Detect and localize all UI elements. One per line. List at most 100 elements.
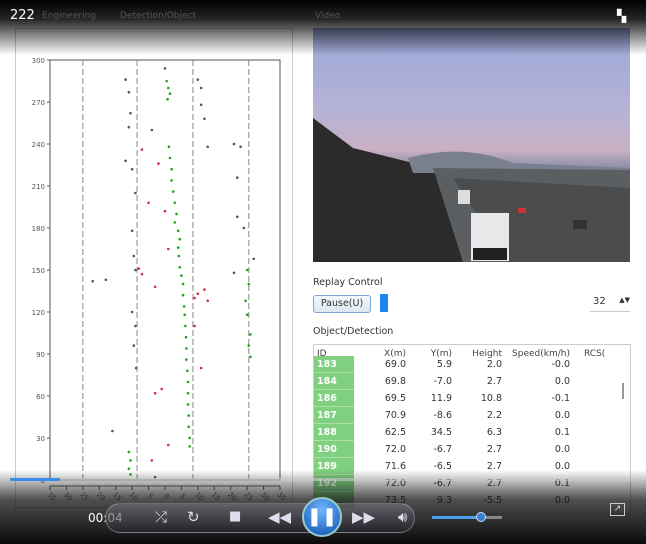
spin-arrows-icon[interactable]: ▲▼ (619, 296, 630, 304)
data-point-track (182, 305, 186, 308)
repeat-icon[interactable]: ↻ (187, 508, 200, 526)
cell: 186 (314, 390, 354, 407)
data-point-track (249, 333, 252, 336)
data-point-track (173, 221, 177, 224)
data-point-static (235, 215, 239, 219)
next-button[interactable]: ▶▶ (352, 508, 376, 526)
cell: 11.9 (430, 393, 452, 404)
data-point-static (134, 324, 137, 328)
cell: -7.0 (433, 376, 452, 387)
data-point-track (247, 282, 251, 286)
data-point-track (129, 459, 132, 462)
seek-bar[interactable] (10, 478, 636, 481)
col-y[interactable]: Y(m) (430, 349, 452, 359)
data-point-track (175, 212, 178, 216)
stop-button[interactable]: ■ (229, 509, 242, 524)
data-point-red (140, 272, 144, 276)
cell: -0.0 (551, 359, 570, 370)
cell: 70.9 (384, 410, 406, 421)
cell: 188 (314, 424, 354, 441)
data-point-track (245, 268, 249, 272)
data-point-static (124, 159, 127, 163)
data-point-static (232, 142, 236, 146)
cell: 69.0 (384, 359, 406, 370)
cell: 2.2 (486, 410, 502, 421)
frame-counter: 222 (10, 8, 35, 23)
video-title: Video (315, 11, 341, 21)
y-tick-label: 30 (36, 435, 45, 443)
plot-area (49, 59, 281, 481)
col-rcs[interactable]: RCS( (584, 349, 606, 359)
data-point-track (183, 313, 187, 317)
fullscreen-icon[interactable]: ↗ (610, 503, 625, 516)
data-point-red (153, 285, 157, 289)
data-point-track (184, 324, 187, 328)
col-speed[interactable]: Speed(km/h) (512, 349, 570, 359)
speed-spinbox[interactable]: 32 ▲▼ (590, 296, 630, 312)
tab-detection-object[interactable]: Detection/Object (120, 11, 197, 21)
data-point-red (193, 296, 196, 300)
table-row[interactable]: 183 69.0 5.9 2.0 -0.0 (314, 356, 630, 373)
data-point-track (168, 92, 172, 95)
video-frame (313, 28, 630, 262)
data-point-track (186, 369, 189, 373)
data-point-track (184, 335, 188, 339)
data-point-track (173, 201, 177, 205)
data-point-track (177, 254, 181, 258)
data-point-static (203, 117, 206, 121)
play-pause-button[interactable]: ❚❚ (302, 497, 342, 537)
data-point-static (196, 78, 200, 81)
table-row[interactable]: 190 72.0 -6.7 2.7 0.0 (314, 441, 630, 458)
replay-progress-indicator[interactable] (380, 294, 388, 312)
cell: 2.7 (486, 461, 502, 472)
y-tick-label: 180 (32, 225, 45, 233)
data-point-static (127, 125, 131, 129)
table-scrollbar[interactable] (622, 383, 624, 399)
previous-button[interactable]: ◀◀ (268, 508, 292, 526)
switch-view-icon[interactable]: ▚ (617, 9, 627, 23)
table-row[interactable]: 187 70.9 -8.6 2.2 0.0 (314, 407, 630, 424)
data-point-red (157, 162, 160, 165)
radar-scatter-chart: 0306090120150180210240270300353025201510… (32, 57, 288, 503)
controls-pill (105, 503, 415, 533)
data-point-track (187, 414, 190, 417)
pause-button[interactable]: Pause(U) (313, 295, 371, 313)
cell: 183 (314, 356, 354, 373)
cell: 190 (314, 441, 354, 458)
data-point-red (196, 292, 200, 296)
data-point-red (150, 459, 154, 462)
data-point-track (166, 86, 170, 90)
col-id[interactable]: ID (317, 349, 327, 359)
seek-progress (10, 478, 61, 481)
shuffle-icon[interactable]: ⤮ (155, 508, 168, 526)
data-point-track (244, 299, 247, 303)
data-point-static (132, 254, 136, 258)
cell: 2.7 (486, 376, 502, 387)
table-row[interactable]: 184 69.8 -7.0 2.7 0.0 (314, 373, 630, 390)
data-point-static (111, 429, 114, 433)
data-point-track (181, 293, 185, 297)
cell: -8.6 (433, 410, 452, 421)
volume-icon[interactable]: 🔊︎ (398, 508, 408, 526)
data-point-track (180, 274, 183, 277)
col-height[interactable]: Height (472, 349, 502, 359)
cell: 187 (314, 407, 354, 424)
volume-knob[interactable] (476, 512, 486, 522)
data-point-red (206, 299, 210, 303)
data-point-static (134, 366, 138, 370)
table-row[interactable]: 188 62.5 34.5 6.3 0.1 (314, 424, 630, 441)
cell: 10.8 (480, 393, 502, 404)
data-point-static (134, 191, 137, 195)
cell: 0.0 (554, 376, 570, 387)
player-top-bar (0, 0, 646, 55)
data-point-static (127, 90, 131, 94)
data-point-red (203, 288, 206, 291)
col-x[interactable]: X(m) (384, 349, 406, 359)
data-point-static (130, 167, 134, 171)
table-row[interactable]: 186 69.5 11.9 10.8 -0.1 (314, 390, 630, 407)
y-tick-label: 300 (32, 57, 45, 65)
volume-slider[interactable] (432, 512, 502, 522)
data-point-static (235, 176, 239, 179)
data-point-track (186, 380, 190, 384)
data-point-static (134, 268, 137, 272)
